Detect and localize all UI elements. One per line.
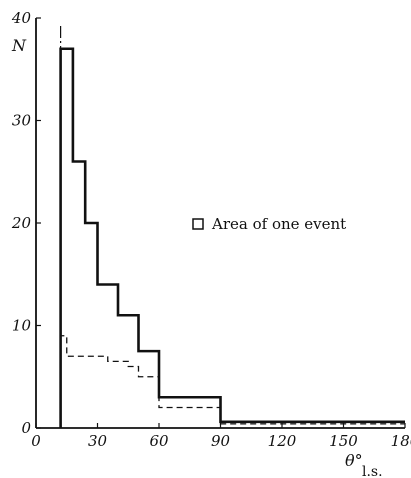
x-tick-label: 60 bbox=[149, 432, 169, 450]
legend: Area of one event bbox=[192, 215, 346, 233]
legend-square-icon bbox=[192, 218, 204, 230]
y-tick-label: 0 bbox=[21, 419, 31, 437]
y-axis-title: N bbox=[11, 36, 27, 55]
histogram-series-dashed bbox=[59, 335, 405, 428]
x-tick-label: 120 bbox=[268, 432, 297, 450]
x-tick-label: 0 bbox=[31, 432, 41, 450]
y-tick-label: 40 bbox=[11, 9, 32, 27]
x-tick-label: 90 bbox=[211, 432, 231, 450]
histogram-series-solid bbox=[59, 47, 405, 428]
x-tick-label: 180 bbox=[391, 432, 411, 450]
y-tick-label: 10 bbox=[12, 317, 32, 335]
x-tick-label: 30 bbox=[88, 432, 108, 450]
series-layer bbox=[59, 47, 405, 428]
x-axis-subtitle: l.s. bbox=[362, 464, 383, 478]
y-tick-label: 30 bbox=[12, 112, 32, 130]
ticks: 0 30 60 90 120 150 180 0 10 20 30 40 bbox=[11, 9, 411, 450]
x-axis-title: θ° bbox=[345, 451, 363, 470]
legend-label: Area of one event bbox=[211, 215, 346, 233]
x-tick-label: 150 bbox=[329, 432, 358, 450]
y-tick-label: 20 bbox=[11, 214, 32, 232]
